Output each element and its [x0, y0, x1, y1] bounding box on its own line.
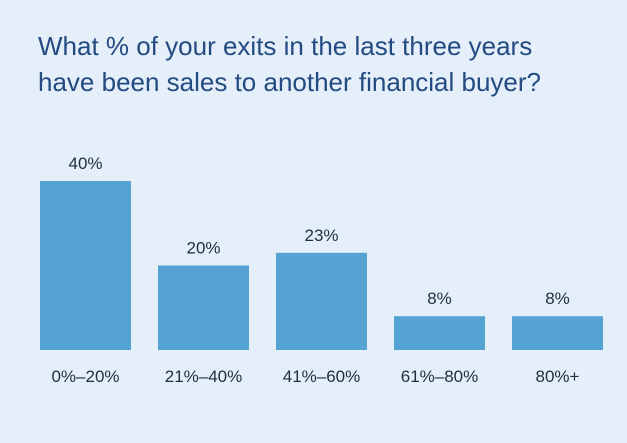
data-label-4: 8%	[427, 289, 452, 308]
chart-title-line-1: What % of your exits in the last three y…	[38, 31, 533, 61]
category-label-2: 21%–40%	[165, 367, 243, 386]
bar-3	[276, 252, 367, 350]
data-label-3: 23%	[304, 226, 338, 245]
chart-title-line-2: have been sales to another financial buy…	[38, 67, 542, 97]
category-label-5: 80%+	[536, 367, 580, 386]
category-label-4: 61%–80%	[401, 367, 479, 386]
bar-2	[158, 265, 249, 350]
bar-4	[394, 316, 485, 350]
bar-5	[512, 316, 603, 350]
data-label-1: 40%	[68, 154, 102, 173]
category-label-3: 41%–60%	[283, 367, 361, 386]
chart-title: What % of your exits in the last three y…	[38, 28, 613, 100]
data-label-2: 20%	[186, 239, 220, 258]
data-label-5: 8%	[545, 289, 570, 308]
category-label-1: 0%–20%	[51, 367, 119, 386]
bar-1	[40, 181, 131, 350]
